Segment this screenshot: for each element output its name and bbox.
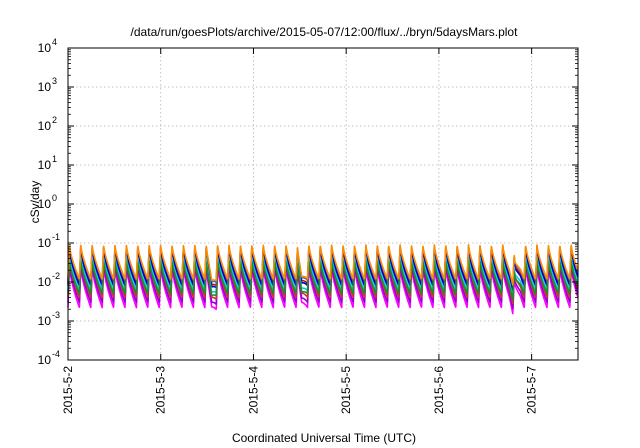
y-tick-label: 10 [38, 158, 52, 172]
x-tick-label: 2015-5-5 [339, 366, 353, 414]
y-tick-label: 10 [38, 197, 52, 211]
y-tick-label-exponent: 2 [52, 115, 57, 125]
series-lines [67, 244, 579, 315]
series-line [67, 260, 579, 301]
y-tick-label: 10 [38, 314, 52, 328]
x-tick-label: 2015-5-2 [61, 366, 75, 414]
y-axis-label: cSv/day [28, 181, 42, 224]
x-tick-label: 2015-5-6 [432, 366, 446, 414]
y-tick-label-exponent: 1 [52, 154, 57, 164]
chart-title: /data/run/goesPlots/archive/2015-05-07/1… [131, 25, 519, 39]
series-line [67, 249, 579, 293]
series-line [67, 255, 579, 298]
y-tick-label-exponent: -1 [52, 232, 60, 242]
x-tick-label: 2015-5-7 [525, 366, 539, 414]
y-tick-label: 10 [38, 275, 52, 289]
y-tick-label-exponent: 3 [52, 76, 57, 86]
y-tick-label-exponent: -2 [52, 271, 60, 281]
y-tick-label-exponent: 4 [52, 37, 57, 47]
y-tick-label: 10 [38, 80, 52, 94]
series-line [67, 244, 579, 286]
tick-marks [67, 47, 578, 361]
grid-lines [68, 48, 578, 360]
y-tick-label-exponent: -4 [52, 349, 60, 359]
series-line [67, 262, 579, 310]
y-tick-label: 10 [38, 119, 52, 133]
y-tick-label-exponent: -3 [52, 310, 60, 320]
y-tick-label: 10 [38, 41, 52, 55]
x-axis-label: Coordinated Universal Time (UTC) [232, 431, 416, 445]
series-line [67, 265, 579, 315]
x-tick-label: 2015-5-3 [154, 366, 168, 414]
x-tick-label: 2015-5-4 [246, 366, 260, 414]
y-tick-label: 10 [38, 353, 52, 367]
x-tick-labels: 2015-5-2 2015-5-3 2015-5-4 2015-5-5 2015-5-6… [61, 366, 539, 414]
y-tick-label: 10 [38, 236, 52, 250]
y-tick-label-exponent: 0 [52, 193, 57, 203]
